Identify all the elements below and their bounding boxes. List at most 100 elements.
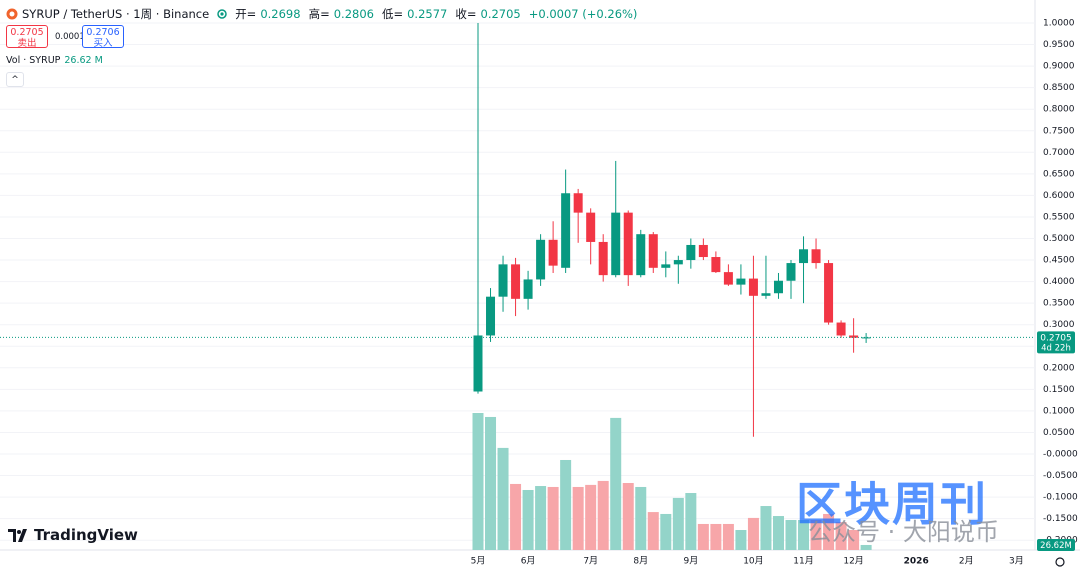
y-tick-label: 0.2000 <box>1043 363 1075 373</box>
y-tick-label: -0.0500 <box>1043 471 1078 481</box>
volume-axis-box <box>1037 539 1075 551</box>
volume-axis-label: 26.62M <box>1040 541 1072 551</box>
x-tick-label: 10月 <box>743 556 763 567</box>
volume-bar <box>710 523 722 550</box>
volume-bar <box>622 483 634 550</box>
buy-button[interactable]: 0.2706 买入 <box>82 25 124 49</box>
y-tick-label: 0.5500 <box>1043 212 1075 222</box>
buy-price: 0.2706 <box>86 27 120 38</box>
candle-body <box>636 234 646 276</box>
axes: 1.0000 0.9500 0.9000 0.8500 0.8000 0.7500 0.70… <box>0 19 1078 567</box>
y-tick-label: -0.1000 <box>1043 493 1078 503</box>
candle-body <box>723 272 733 285</box>
y-tick-label: 0.7000 <box>1043 148 1075 158</box>
candle-body <box>573 193 583 213</box>
countdown-label: 4d 22h <box>1041 343 1071 353</box>
volume-bar <box>572 486 584 550</box>
y-tick-label: 0.5000 <box>1043 234 1075 244</box>
candle-body <box>498 264 508 297</box>
candle-body <box>673 260 683 265</box>
candle-body <box>799 249 809 264</box>
symbol-icon <box>6 8 18 20</box>
y-tick-label: 0.6500 <box>1043 169 1075 179</box>
sell-price: 0.2705 <box>10 27 44 38</box>
candle-body <box>598 241 608 276</box>
logo-mark <box>8 528 27 542</box>
y-tick-label: 0.4500 <box>1043 256 1075 266</box>
volume-bar <box>798 519 810 550</box>
candles <box>473 23 871 437</box>
ohlc-value: 0.2806 <box>333 7 374 21</box>
volume-bar <box>647 512 659 550</box>
volume-bar <box>835 522 847 550</box>
x-tick-label: 9月 <box>683 556 698 567</box>
status-dot <box>217 9 227 19</box>
candle-body <box>661 264 671 268</box>
candle-body <box>648 234 658 268</box>
candle-body <box>824 263 834 323</box>
y-tick-label: -0.0000 <box>1043 450 1078 460</box>
volume-name: Vol · SYRUP <box>6 55 61 66</box>
x-tick-label: 7月 <box>583 556 598 567</box>
candle-body <box>523 279 533 299</box>
volume-bar <box>747 517 759 550</box>
y-tick-label: 0.3000 <box>1043 320 1075 330</box>
collapse-button[interactable]: ^ <box>6 72 24 87</box>
volume-bar <box>610 417 622 550</box>
y-tick-label: 0.1500 <box>1043 385 1075 395</box>
candle-body <box>486 296 496 336</box>
y-tick-label: 0.3500 <box>1043 299 1075 309</box>
watermark-title: 区块周刊 <box>796 477 988 531</box>
x-tick-label: 2月 <box>959 556 974 567</box>
x-tick-label: 2026 <box>904 557 929 567</box>
ohlc-label: 开= <box>235 7 257 21</box>
candle-body <box>711 257 721 273</box>
tradingview-logo[interactable]: TradingView <box>8 526 138 544</box>
y-tick-label: -0.1500 <box>1043 514 1078 524</box>
volume-bar <box>735 529 747 550</box>
volume-bar <box>472 413 484 550</box>
candle-body <box>511 264 521 299</box>
symbol-title[interactable]: SYRUP / TetherUS · 1周 · Binance <box>22 7 210 21</box>
volume-bar <box>785 519 797 550</box>
volume-legend: Vol · SYRUP 26.62 M <box>6 55 103 66</box>
sell-label: 卖出 <box>17 38 37 49</box>
candle-body <box>686 244 696 261</box>
volume-bar <box>597 480 609 550</box>
y-tick-label: 0.9000 <box>1043 62 1075 72</box>
volume-bar <box>823 513 835 550</box>
ohlc-label: 低= <box>381 7 404 21</box>
candle-body <box>473 335 483 392</box>
logo-text: TradingView <box>34 526 138 544</box>
volume-bar <box>585 484 597 550</box>
candle-body <box>623 212 633 276</box>
volume-bar <box>485 416 497 550</box>
last-price-box <box>1037 331 1075 354</box>
candle-body <box>548 239 558 266</box>
volume-bar <box>760 506 772 550</box>
ohlc-label: 收= <box>455 7 477 21</box>
volume-bar <box>635 486 647 550</box>
x-tick-label: 11月 <box>793 556 813 567</box>
candle-body <box>748 278 758 296</box>
sell-button[interactable]: 0.2705 卖出 <box>6 25 48 49</box>
y-tick-label: 0.8500 <box>1043 83 1075 93</box>
y-tick-label: 0.7500 <box>1043 126 1075 136</box>
last-price-label: 0.2705 <box>1040 333 1072 343</box>
candle-body <box>811 249 821 264</box>
candle-body <box>698 244 708 258</box>
volume-bar <box>535 486 547 550</box>
volume-bar <box>697 523 709 550</box>
settings-icon[interactable] <box>1055 557 1065 567</box>
candle-body <box>773 280 783 294</box>
candle-body <box>536 239 546 280</box>
y-tick-label: 1.0000 <box>1043 19 1075 29</box>
candle-body <box>786 263 796 281</box>
candle-body <box>736 278 746 285</box>
volume-bar <box>522 489 534 550</box>
volume-bar <box>672 497 684 550</box>
ohlc-value: 0.2577 <box>407 7 448 21</box>
y-tick-label: 0.9500 <box>1043 40 1075 50</box>
